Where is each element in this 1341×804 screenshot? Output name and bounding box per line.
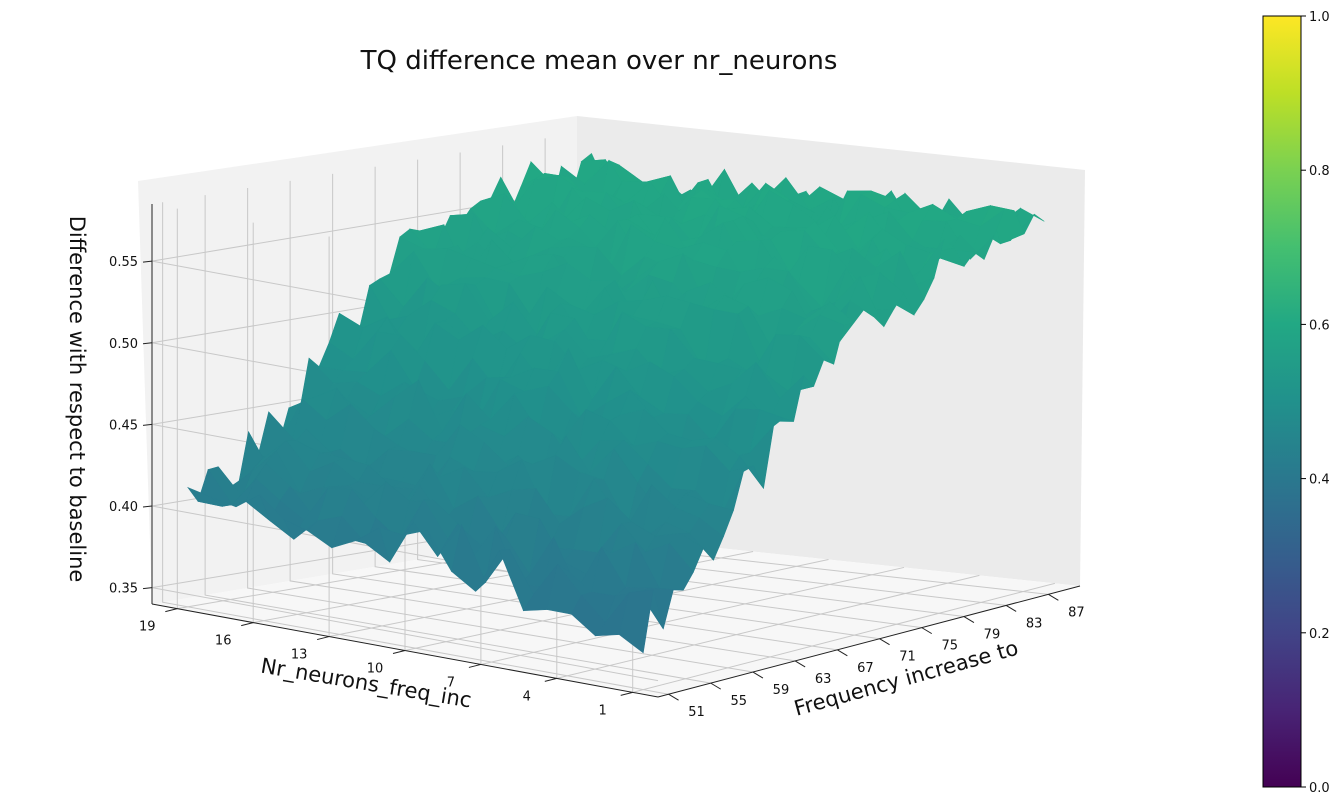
x-tick-mark bbox=[710, 682, 722, 690]
colorbar bbox=[1262, 15, 1302, 788]
y-tick-mark bbox=[392, 650, 406, 654]
colorbar-tick-label: 1.0 bbox=[1309, 10, 1330, 25]
z-tick-mark bbox=[142, 423, 153, 426]
x-tick-mark bbox=[668, 693, 679, 701]
y-tick-mark bbox=[468, 663, 482, 668]
x-tick-label: 63 bbox=[815, 672, 832, 687]
z-tick-mark bbox=[142, 505, 153, 508]
z-tick-mark bbox=[142, 587, 153, 590]
grid-x bbox=[204, 195, 711, 684]
x-tick-label: 75 bbox=[941, 639, 958, 654]
x-tick-mark bbox=[879, 638, 890, 646]
y-tick-mark bbox=[620, 691, 633, 696]
y-tick-mark bbox=[316, 636, 330, 641]
colorbar-tick-label: 0.4 bbox=[1309, 473, 1330, 488]
y-tick-label: 10 bbox=[367, 662, 384, 677]
z-tick-mark bbox=[142, 260, 153, 263]
z-tick-label: 0.55 bbox=[109, 255, 138, 270]
chart-title: TQ difference mean over nr_neurons bbox=[360, 46, 838, 76]
x-tick-mark bbox=[752, 671, 764, 679]
z-tick-labels: 0.35 0.40 0.45 0.50 0.55 bbox=[109, 255, 153, 597]
surface bbox=[187, 152, 1045, 654]
x-tick-mark bbox=[794, 660, 806, 668]
y-tick-label: 4 bbox=[523, 689, 531, 704]
x-tick-label: 83 bbox=[1026, 616, 1043, 631]
x-tick-label: 79 bbox=[984, 628, 1001, 643]
y-tick-label: 16 bbox=[215, 634, 232, 649]
x-tick-label: 59 bbox=[773, 683, 790, 698]
x-tick-label: 55 bbox=[730, 694, 747, 709]
x-tick-labels: 51 55 59 63 67 71 75 79 83 87 bbox=[668, 593, 1085, 720]
y-tick-label: 7 bbox=[447, 675, 455, 690]
x-tick-mark bbox=[921, 627, 933, 635]
y-tick-label: 1 bbox=[599, 703, 607, 718]
grid-x bbox=[162, 202, 669, 695]
z-tick-label: 0.35 bbox=[109, 582, 138, 597]
z-tick-label: 0.45 bbox=[109, 418, 138, 433]
x-tick-mark bbox=[1005, 604, 1017, 612]
x-tick-mark bbox=[837, 649, 848, 657]
y-tick-mark bbox=[165, 608, 178, 613]
z-tick-label: 0.40 bbox=[109, 500, 138, 515]
z-tick-mark bbox=[142, 342, 153, 345]
x-tick-mark bbox=[1048, 593, 1059, 601]
x-tick-label: 71 bbox=[899, 650, 916, 665]
y-tick-mark bbox=[241, 622, 254, 627]
x-tick-mark bbox=[963, 616, 975, 623]
z-axis-label: Difference with respect to baseline bbox=[65, 216, 89, 583]
colorbar-tick-label: 0.2 bbox=[1309, 627, 1330, 642]
y-tick-label: 19 bbox=[139, 620, 156, 635]
x-tick-label: 67 bbox=[857, 661, 874, 676]
colorbar-ticks: 0.0 0.2 0.4 0.6 0.8 1.0 bbox=[1301, 10, 1330, 796]
y-tick-mark bbox=[544, 677, 557, 682]
colorbar-tick-label: 0.6 bbox=[1309, 318, 1330, 333]
grid-x bbox=[332, 173, 838, 651]
y-tick-labels: 1 4 7 10 13 16 19 bbox=[139, 608, 633, 718]
x-tick-label: 87 bbox=[1068, 605, 1085, 620]
colorbar-tick-label: 0.0 bbox=[1309, 781, 1330, 796]
surface-patch bbox=[618, 589, 654, 654]
grid-x bbox=[247, 188, 754, 673]
y-tick-label: 13 bbox=[291, 648, 308, 663]
z-tick-label: 0.50 bbox=[109, 337, 138, 352]
colorbar-tick-label: 0.8 bbox=[1309, 164, 1330, 179]
x-axis-line bbox=[657, 585, 1081, 698]
x-tick-label: 51 bbox=[688, 705, 705, 720]
